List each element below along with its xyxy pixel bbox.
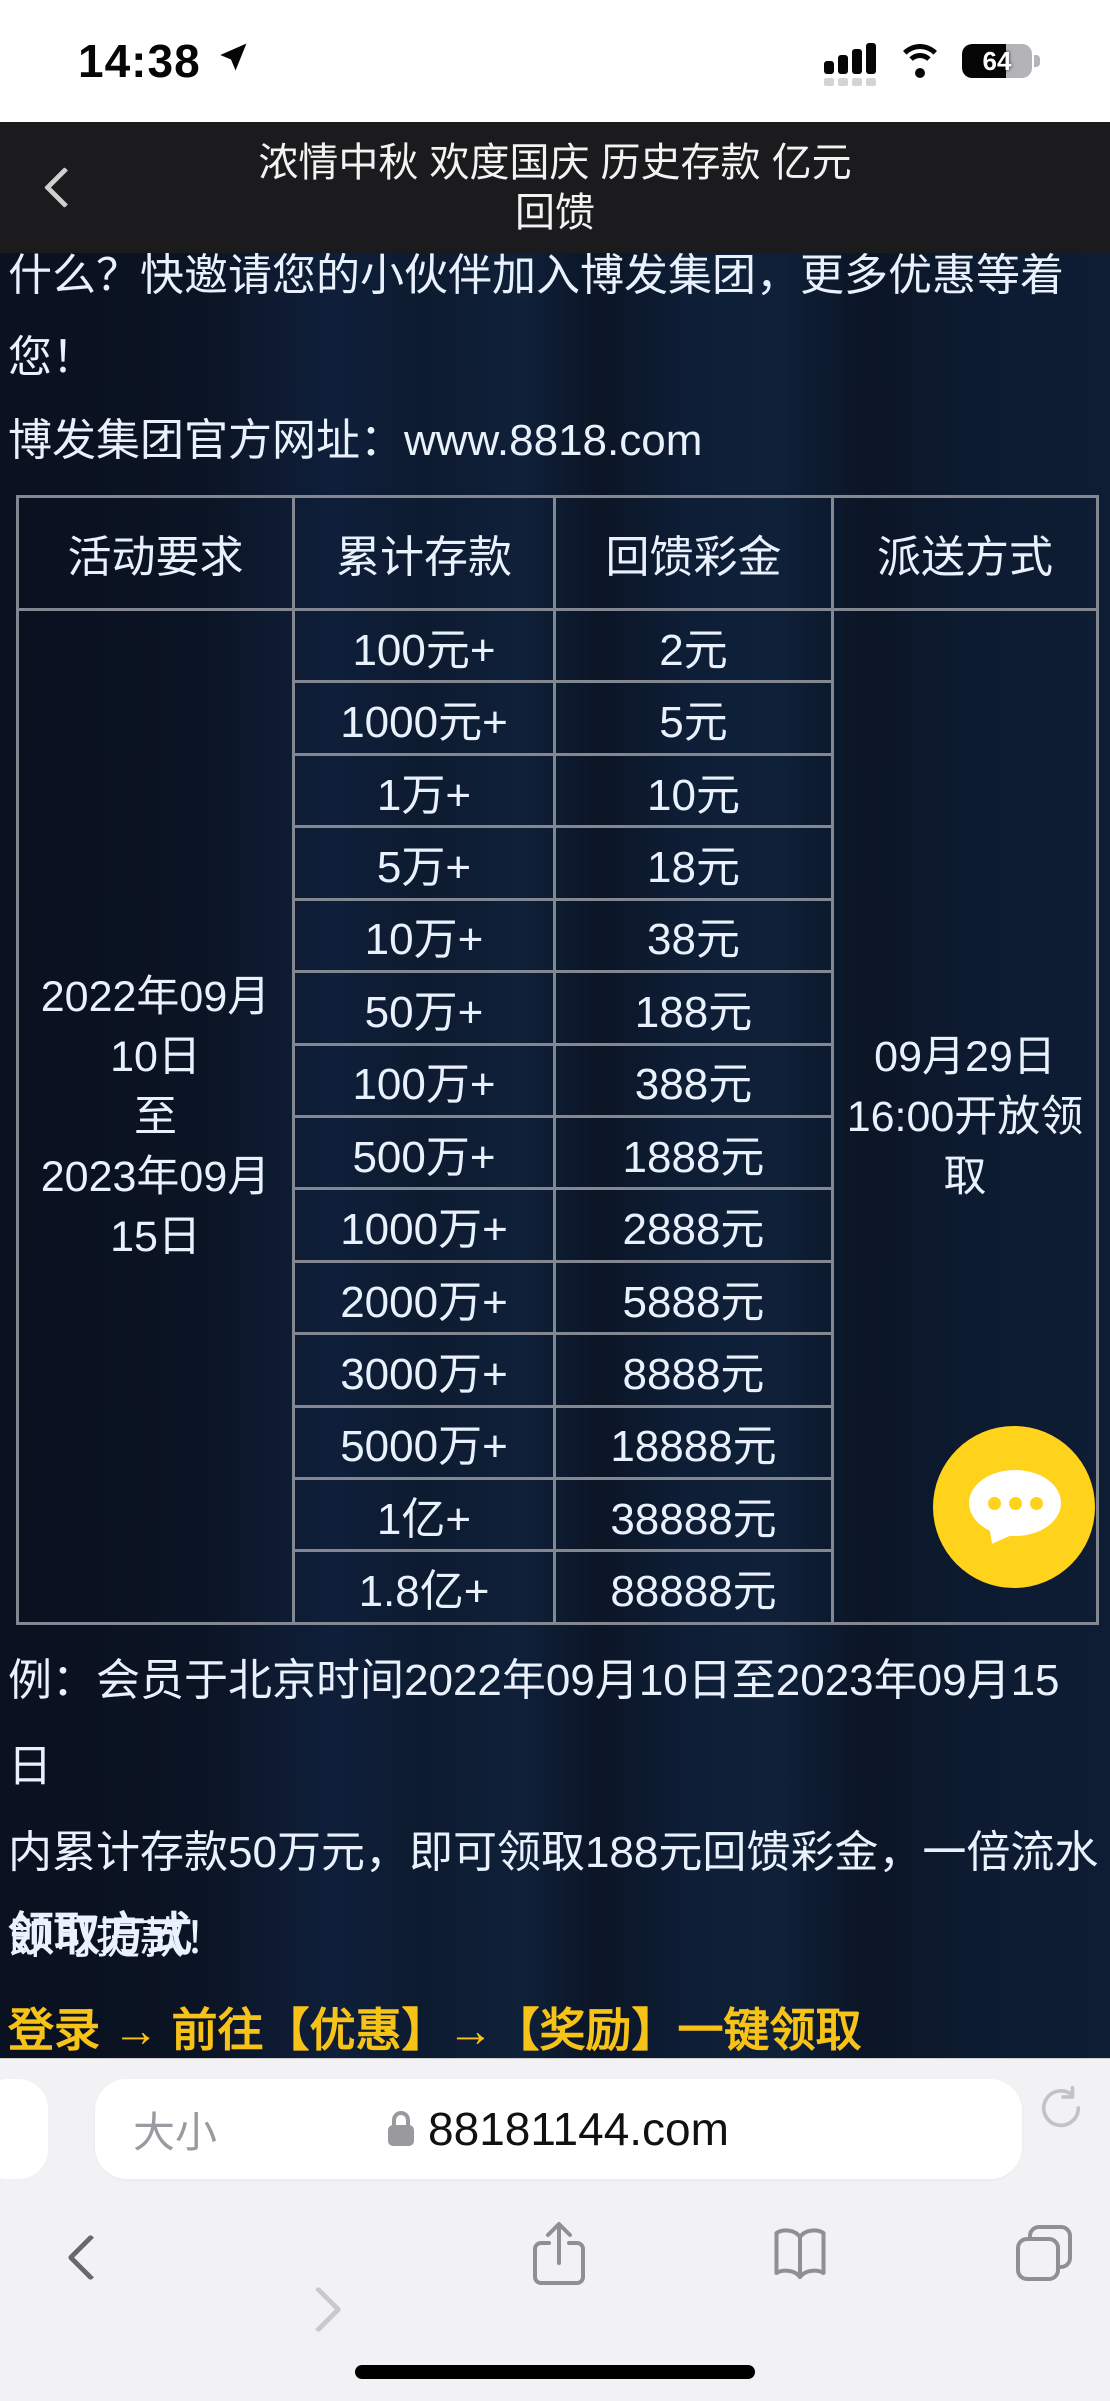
deposit-cell: 1亿+ [292, 1477, 556, 1553]
bookmarks-button[interactable] [768, 2225, 832, 2288]
deposit-cell: 1000元+ [292, 680, 556, 756]
bonus-cell: 38888元 [553, 1477, 834, 1553]
col-bonus: 回馈彩金 [553, 495, 834, 611]
deposit-table-body: 2022年09月 10日 至 2023年09月 15日 100元+ 2元 09月29日… [16, 607, 1099, 1625]
back-chevron-icon[interactable] [38, 168, 82, 212]
table-row: 50万+ 188元 [18, 970, 1098, 1046]
bonus-cell: 2元 [553, 607, 834, 684]
page-title: 浓情中秋 欢度国庆 历史存款 亿元 回馈 [258, 140, 852, 235]
battery-percent: 64 [982, 45, 1012, 76]
status-icons: 64 [824, 42, 1040, 86]
table-row: 2000万+ 5888元 [18, 1259, 1098, 1336]
deposit-cell: 10万+ [292, 897, 556, 974]
tabs-icon [1016, 2225, 1072, 2281]
date-range-cell: 2022年09月 10日 至 2023年09月 15日 [16, 608, 295, 1625]
share-icon [533, 2222, 585, 2285]
bonus-cell: 388元 [553, 1042, 834, 1118]
deposit-cell: 500万+ [292, 1114, 556, 1191]
intro-paragraph: 什么？快邀请您的小伙伴加入博发集团，更多优惠等着 您！ [8, 251, 1064, 382]
deposit-cell: 1.8亿+ [292, 1549, 556, 1625]
table-row: 1.8亿+ 88888元 [18, 1549, 1098, 1625]
deposit-cell: 2000万+ [292, 1259, 556, 1336]
claim-steps-line: 登录 → 前往【优惠】→【奖励】一键领取 [8, 2004, 862, 2056]
status-bar: 14:38 64 [0, 0, 1110, 122]
claim-method-heading: 领取方式 [8, 1908, 192, 1960]
page-header: 浓情中秋 欢度国庆 历史存款 亿元 回馈 [0, 122, 1110, 253]
table-row: 10万+ 38元 [18, 897, 1098, 974]
address-bar[interactable]: 大小 88181144.com [95, 2079, 1022, 2179]
table-row: 5万+ 18元 [18, 825, 1098, 901]
home-indicator [355, 2365, 755, 2379]
example-paragraph: 例：会员于北京时间2022年09月10日至2023年09月15日 内累计存款50… [8, 1656, 1099, 1963]
clock: 14:38 [78, 35, 201, 87]
table-row: 5000万+ 18888元 [18, 1404, 1098, 1481]
wifi-icon [896, 44, 944, 84]
table-row: 3000万+ 8888元 [18, 1332, 1098, 1408]
bonus-cell: 5888元 [553, 1259, 834, 1336]
deposit-cell: 1000万+ [292, 1187, 556, 1263]
bonus-cell: 8888元 [553, 1332, 834, 1408]
bonus-cell: 5元 [553, 680, 834, 756]
bonus-cell: 188元 [553, 970, 834, 1046]
deposit-cell: 100万+ [292, 1042, 556, 1118]
reload-icon[interactable] [1038, 2085, 1084, 2132]
lock-icon [388, 2111, 415, 2147]
url-text: 88181144.com [428, 2103, 729, 2155]
bonus-cell: 18元 [553, 825, 834, 901]
bonus-cell: 1888元 [553, 1114, 834, 1191]
location-arrow-icon [216, 40, 250, 74]
browser-forward-button[interactable] [300, 2283, 344, 2335]
table-row: 500万+ 1888元 [18, 1114, 1098, 1191]
deposit-cell: 50万+ [292, 970, 556, 1046]
deposit-cell: 100元+ [292, 607, 556, 684]
bonus-cell: 38元 [553, 897, 834, 974]
table-row: 2022年09月 10日 至 2023年09月 15日 100元+ 2元 09月29日… [16, 607, 1099, 1625]
battery-icon: 64 [962, 44, 1040, 78]
official-site-line: 博发集团官方网址：www.8818.com [8, 416, 703, 465]
share-button[interactable] [528, 2219, 590, 2294]
table-row: 1000元+ 5元 [18, 680, 1098, 756]
table-header-row: 活动要求 累计存款 回馈彩金 派送方式 [16, 495, 1099, 611]
bonus-cell: 88888元 [553, 1549, 834, 1625]
bonus-cell: 18888元 [553, 1404, 834, 1481]
tabs-button[interactable] [1012, 2221, 1076, 2290]
table-row: 1000万+ 2888元 [18, 1187, 1098, 1263]
deposit-cell: 5万+ [292, 825, 556, 901]
col-delivery-method: 派送方式 [831, 495, 1099, 611]
book-icon [774, 2228, 826, 2279]
deposit-bonus-table: 活动要求 累计存款 回馈彩金 派送方式 2022年09月 10日 至 2023年… [16, 495, 1099, 1625]
table-row: 1万+ 10元 [18, 752, 1098, 829]
col-activity-requirement: 活动要求 [16, 495, 295, 611]
safari-bottom-bar: 大小 88181144.com [0, 2058, 1110, 2401]
deposit-cell: 5000万+ [292, 1404, 556, 1481]
browser-back-button[interactable] [62, 2231, 106, 2283]
deposit-cell: 1万+ [292, 752, 556, 829]
deposit-cell: 3000万+ [292, 1332, 556, 1408]
col-cumulative-deposit: 累计存款 [292, 495, 556, 611]
cellular-signal-icon [824, 42, 878, 86]
customer-service-chat-button[interactable] [933, 1426, 1095, 1588]
adjacent-tab-fragment [0, 2079, 48, 2179]
bonus-cell: 10元 [553, 752, 834, 829]
table-row: 100万+ 388元 [18, 1042, 1098, 1118]
table-row: 1亿+ 38888元 [18, 1477, 1098, 1553]
bonus-cell: 2888元 [553, 1187, 834, 1263]
text-size-button[interactable]: 大小 [133, 2108, 218, 2156]
